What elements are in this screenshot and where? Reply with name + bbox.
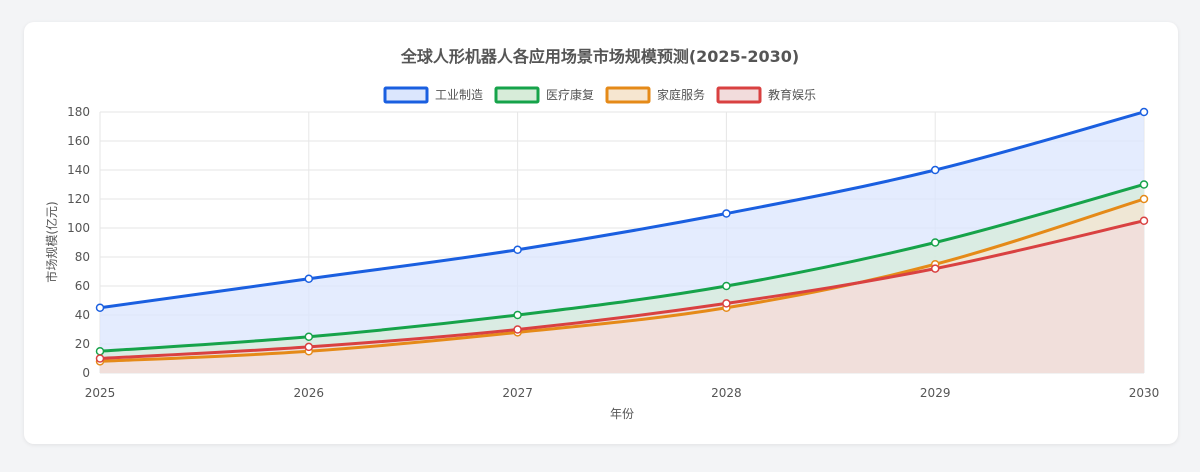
series-line-0 xyxy=(99,110,1145,310)
legend-swatch-2[interactable] xyxy=(605,86,651,104)
series-line-2 xyxy=(99,197,1145,363)
data-point[interactable] xyxy=(1139,180,1149,189)
x-tick-labels: 2025 2026 2027 2028 2029 2030 xyxy=(85,386,1160,400)
series-points xyxy=(95,107,1149,366)
data-point[interactable] xyxy=(513,325,522,334)
y-axis-label: 市场规模(亿元) xyxy=(44,201,59,282)
y-tick-label: 140 xyxy=(67,163,90,177)
y-tick-label: 160 xyxy=(67,134,90,148)
data-point[interactable] xyxy=(1139,194,1149,204)
x-tick-label: 2027 xyxy=(502,386,533,400)
y-tick-label: 100 xyxy=(67,221,90,235)
x-tick-label: 2028 xyxy=(711,386,742,400)
data-point[interactable] xyxy=(304,342,314,352)
legend-swatch-0[interactable] xyxy=(383,86,429,104)
y-tick-label: 180 xyxy=(67,105,90,119)
y-tick-label: 80 xyxy=(75,250,90,264)
data-point[interactable] xyxy=(513,245,522,254)
data-point[interactable] xyxy=(95,354,105,363)
y-tick-label: 20 xyxy=(75,337,90,351)
y-tick-label: 0 xyxy=(82,366,90,380)
legend: 工业制造 医疗康复 家庭服务 教育娱乐 xyxy=(383,86,816,104)
legend-swatch-1[interactable] xyxy=(494,86,540,104)
y-tick-label: 40 xyxy=(75,308,90,322)
legend-label-3[interactable]: 教育娱乐 xyxy=(768,87,816,102)
data-point[interactable] xyxy=(95,303,105,312)
data-point[interactable] xyxy=(722,299,731,308)
data-point[interactable] xyxy=(1139,216,1149,225)
series-line-1 xyxy=(99,183,1145,353)
data-point[interactable] xyxy=(1139,107,1149,117)
y-tick-label: 120 xyxy=(67,192,90,206)
data-point[interactable] xyxy=(722,281,731,291)
x-tick-label: 2030 xyxy=(1129,386,1160,400)
data-point[interactable] xyxy=(930,264,940,273)
data-point[interactable] xyxy=(95,347,105,356)
legend-label-2[interactable]: 家庭服务 xyxy=(657,87,705,102)
data-point[interactable] xyxy=(513,310,522,320)
x-tick-label: 2026 xyxy=(294,386,325,400)
x-tick-label: 2029 xyxy=(920,386,951,400)
data-point[interactable] xyxy=(304,332,314,341)
y-tick-labels: 0 20 40 60 80 100 120 140 160 180 xyxy=(67,105,90,380)
series-line-3 xyxy=(99,219,1145,360)
x-tick-label: 2025 xyxy=(85,386,116,400)
series-areas xyxy=(100,112,1144,373)
legend-label-1[interactable]: 医疗康复 xyxy=(546,87,594,102)
x-axis-label: 年份 xyxy=(610,407,634,421)
legend-label-0[interactable]: 工业制造 xyxy=(435,88,483,102)
area-3 xyxy=(100,220,1144,373)
data-point[interactable] xyxy=(304,274,314,283)
data-point[interactable] xyxy=(930,238,940,247)
chart-title: 全球人形机器人各应用场景市场规模预测(2025-2030) xyxy=(400,47,799,66)
y-tick-label: 60 xyxy=(75,279,90,293)
data-point[interactable] xyxy=(930,165,940,175)
series-lines xyxy=(99,110,1145,363)
data-point[interactable] xyxy=(722,209,731,218)
legend-swatch-3[interactable] xyxy=(716,86,762,104)
